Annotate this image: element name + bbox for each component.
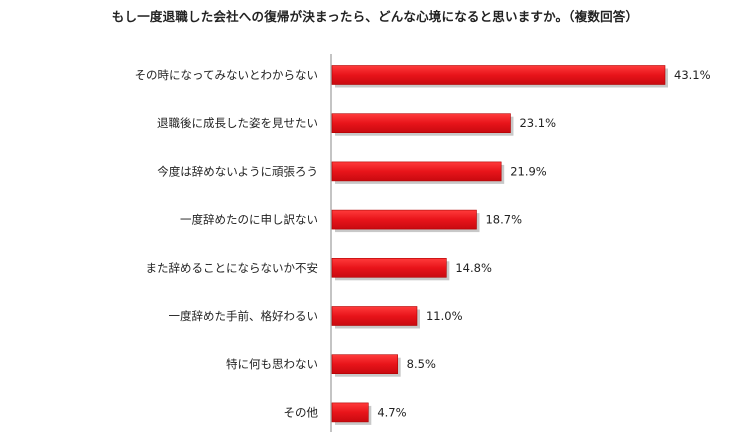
value-label: 4.7%: [377, 405, 406, 419]
value-label: 14.8%: [455, 261, 492, 275]
value-label: 18.7%: [485, 213, 522, 227]
value-label: 11.0%: [426, 309, 463, 323]
bar: [331, 113, 511, 133]
value-label: 21.9%: [510, 164, 547, 178]
bar: [331, 354, 398, 375]
value-label: 8.5%: [407, 357, 436, 371]
bar: [331, 209, 477, 230]
category-label: 一度辞めた手前、格好わるい: [169, 309, 319, 323]
value-label: 43.1%: [674, 68, 711, 82]
bar: [331, 161, 502, 182]
category-label: その他: [284, 405, 319, 419]
bar: [331, 306, 418, 326]
chart-title: もし一度退職した会社への復帰が決まったら、どんな心境になると思いますか。（複数回…: [111, 9, 639, 24]
category-label: 特に何も思わない: [226, 357, 318, 371]
category-label: 一度辞めたのに申し訳ない: [180, 213, 318, 227]
bar: [331, 65, 666, 85]
value-label: 23.1%: [519, 116, 556, 130]
bar: [331, 402, 369, 423]
bar: [331, 257, 447, 278]
category-label: 今度は辞めないように頑張ろう: [157, 164, 318, 178]
category-label: その時になってみないとわからない: [135, 68, 318, 82]
category-label: また辞めることにならないか不安: [146, 261, 319, 275]
bars-group: その時になってみないとわからない 43.1% 退職後に成長した姿を見せたい 23.1%…: [135, 65, 711, 425]
category-label: 退職後に成長した姿を見せたい: [157, 116, 318, 130]
